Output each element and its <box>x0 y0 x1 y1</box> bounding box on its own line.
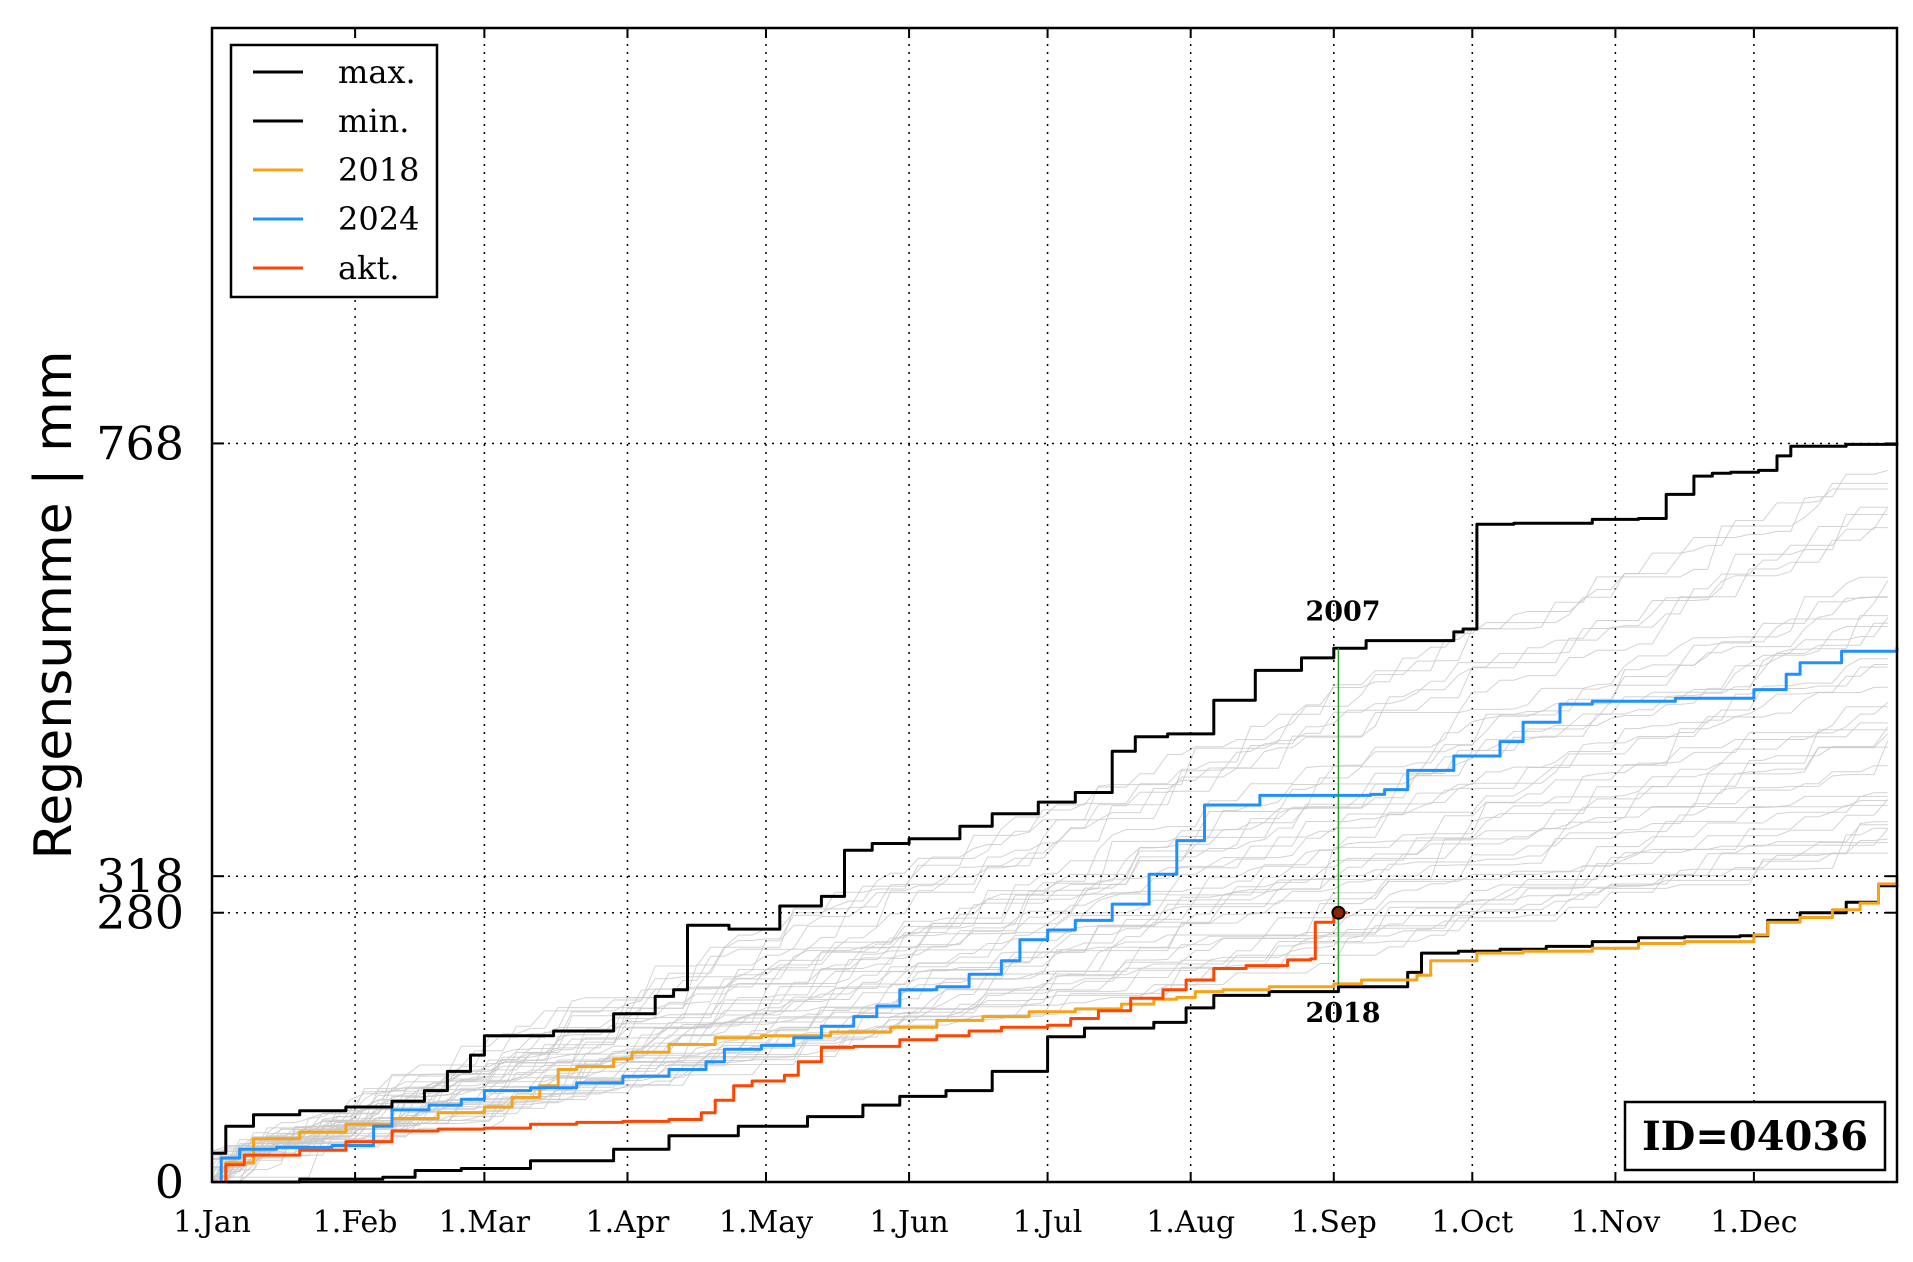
x-tick-label: 1.Mar <box>439 1205 531 1240</box>
current-value-marker <box>1331 905 1346 920</box>
plot-frame <box>210 26 1899 1184</box>
axis-ticks <box>211 28 1897 1183</box>
legend: max. min. 2018 2024 akt. <box>229 43 439 299</box>
y-tick-label: 280 <box>96 886 184 940</box>
legend-label: max. <box>338 53 416 91</box>
background-year-line <box>212 827 1888 1183</box>
background-year-line <box>211 658 1888 1183</box>
station-id-box: ID=04036 <box>1623 1100 1887 1172</box>
y-axis-label: Regensumme | mm <box>24 351 84 860</box>
x-tick-label: 1.Dec <box>1710 1205 1797 1240</box>
background-year-line <box>212 596 1888 1167</box>
background-year-line <box>212 726 1889 1183</box>
annotation-max-year: 2007 <box>1305 596 1380 627</box>
x-tick-label: 1.Feb <box>313 1205 398 1240</box>
background-year-line <box>211 686 1888 1178</box>
background-year-line <box>212 765 1888 1152</box>
background-year-line <box>212 798 1889 1178</box>
background-year-line <box>211 527 1888 1183</box>
series-line-akt <box>212 911 1348 1184</box>
background-year-line <box>211 792 1888 1152</box>
legend-label: akt. <box>338 249 400 287</box>
axis-tick-labels: 1.Jan 1.Feb 1.Mar 1.Apr 1.May 1.Jun 1.Jul 1.Aug… <box>96 416 1797 1240</box>
station-id-frame <box>1623 1100 1887 1172</box>
x-tick-label: 1.Jul <box>1013 1205 1083 1240</box>
series-line-2018 <box>212 876 1899 1184</box>
background-year-line <box>212 702 1889 1178</box>
x-tick-label: 1.Nov <box>1570 1205 1660 1240</box>
x-tick-label: 1.Aug <box>1146 1205 1235 1240</box>
background-year-line <box>212 514 1888 1169</box>
series-line-2024 <box>212 647 1899 1184</box>
series-line-max <box>212 442 1899 1155</box>
background-year-line <box>212 729 1888 1160</box>
legend-label: 2024 <box>338 200 419 238</box>
legend-frame <box>229 43 439 299</box>
x-tick-label: 1.Jan <box>173 1205 251 1240</box>
series-lines <box>212 442 1899 1184</box>
legend-label: min. <box>338 102 409 140</box>
grid-lines <box>354 28 1755 1182</box>
y-tick-label: 318 <box>96 849 184 903</box>
x-tick-label: 1.Jun <box>869 1205 948 1240</box>
x-tick-label: 1.Sep <box>1291 1205 1377 1240</box>
threshold-lines <box>212 442 1897 914</box>
y-tick-label: 768 <box>96 416 184 470</box>
series-line-min <box>212 876 1899 1184</box>
x-tick-label: 1.Oct <box>1431 1205 1513 1240</box>
background-year-line <box>212 482 1888 1183</box>
station-id-label: ID=04036 <box>1642 1113 1868 1160</box>
y-tick-label: 0 <box>155 1155 184 1209</box>
annotation-min-year: 2018 <box>1305 998 1380 1029</box>
x-tick-label: 1.May <box>719 1205 813 1240</box>
legend-label: 2018 <box>338 151 419 189</box>
background-year-line <box>211 617 1889 1183</box>
background-year-line <box>212 507 1889 1177</box>
background-year-line <box>212 828 1889 1160</box>
background-year-line <box>212 795 1888 1183</box>
x-tick-label: 1.Apr <box>586 1205 670 1240</box>
background-year-line <box>211 469 1888 1160</box>
background-year-line <box>211 580 1889 1177</box>
background-year-line <box>211 576 1888 1183</box>
background-year-line <box>211 821 1888 1182</box>
background-year-lines <box>211 469 1889 1183</box>
background-year-line <box>212 852 1888 1183</box>
